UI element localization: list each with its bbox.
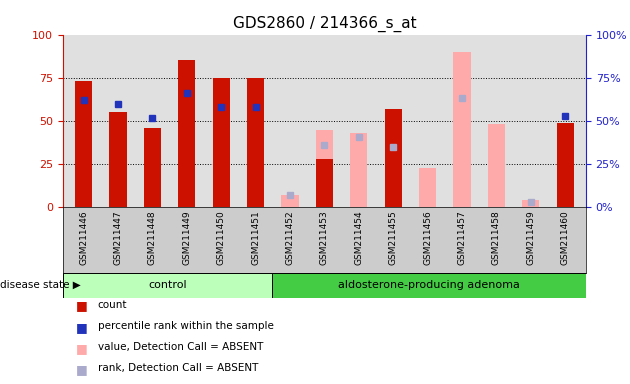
- Bar: [272, 273, 586, 298]
- Text: control: control: [148, 280, 187, 290]
- Text: ■: ■: [76, 363, 88, 376]
- Text: aldosterone-producing adenoma: aldosterone-producing adenoma: [338, 280, 520, 290]
- Bar: [557, 123, 574, 207]
- Text: count: count: [98, 300, 127, 310]
- Text: disease state ▶: disease state ▶: [0, 280, 81, 290]
- Bar: [488, 124, 505, 207]
- Text: GSM211453: GSM211453: [320, 210, 329, 265]
- Text: GSM211457: GSM211457: [457, 210, 467, 265]
- Bar: [454, 52, 471, 207]
- Bar: [75, 81, 92, 207]
- Text: ■: ■: [76, 300, 88, 313]
- Bar: [178, 61, 195, 207]
- Bar: [350, 133, 367, 207]
- Text: GSM211460: GSM211460: [561, 210, 570, 265]
- Text: GSM211448: GSM211448: [148, 210, 157, 265]
- Text: percentile rank within the sample: percentile rank within the sample: [98, 321, 273, 331]
- Bar: [282, 195, 299, 207]
- Bar: [144, 128, 161, 207]
- Text: GSM211452: GSM211452: [285, 210, 295, 265]
- Text: GSM211447: GSM211447: [113, 210, 123, 265]
- Text: ■: ■: [76, 321, 88, 334]
- Text: GSM211446: GSM211446: [79, 210, 88, 265]
- Bar: [63, 273, 272, 298]
- Text: value, Detection Call = ABSENT: value, Detection Call = ABSENT: [98, 342, 263, 352]
- Text: GSM211459: GSM211459: [526, 210, 536, 265]
- Bar: [247, 78, 264, 207]
- Bar: [419, 167, 436, 207]
- Bar: [316, 130, 333, 207]
- Text: GSM211458: GSM211458: [492, 210, 501, 265]
- Bar: [316, 159, 333, 207]
- Text: GSM211456: GSM211456: [423, 210, 432, 265]
- Bar: [110, 113, 127, 207]
- Text: GSM211449: GSM211449: [182, 210, 192, 265]
- Bar: [213, 78, 230, 207]
- Text: rank, Detection Call = ABSENT: rank, Detection Call = ABSENT: [98, 363, 258, 373]
- Bar: [522, 200, 539, 207]
- Bar: [385, 109, 402, 207]
- Text: GSM211454: GSM211454: [354, 210, 364, 265]
- Text: ■: ■: [76, 342, 88, 355]
- Text: GSM211450: GSM211450: [217, 210, 226, 265]
- Text: GSM211451: GSM211451: [251, 210, 260, 265]
- Text: GSM211455: GSM211455: [389, 210, 398, 265]
- Title: GDS2860 / 214366_s_at: GDS2860 / 214366_s_at: [232, 16, 416, 32]
